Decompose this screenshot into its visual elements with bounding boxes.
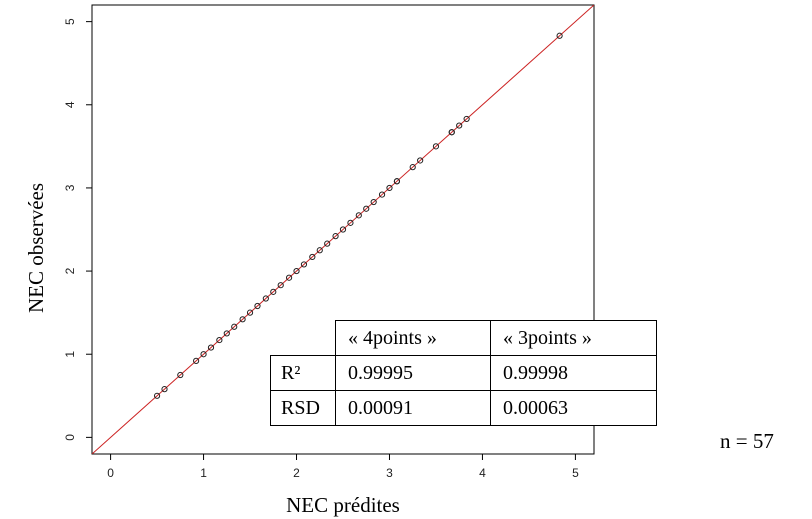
stats-corner-cell — [270, 320, 336, 356]
plot-frame — [91, 4, 595, 455]
x-tick-label: 3 — [386, 466, 393, 480]
y-tick-label: 1 — [63, 351, 77, 358]
y-tick-label: 2 — [63, 267, 77, 274]
data-point — [393, 178, 401, 185]
stats-row-rsd: RSD 0.00091 0.00063 — [270, 390, 657, 426]
data-point — [285, 274, 293, 281]
sample-size-label: n = 57 — [720, 429, 774, 453]
data-point — [161, 386, 168, 393]
x-tick-label: 5 — [572, 466, 579, 480]
stats-header-4points: « 4points » — [335, 320, 491, 356]
data-point — [432, 143, 440, 150]
data-point — [293, 267, 300, 275]
identity-line — [92, 5, 594, 454]
x-axis: 0 1 2 3 4 5 — [107, 454, 579, 480]
stats-table: « 4points » « 3points » R² 0.99995 0.999… — [270, 320, 657, 426]
data-point — [386, 184, 393, 192]
stats-header-row: « 4points » « 3points » — [270, 320, 657, 356]
data-point — [231, 323, 238, 330]
stats-row-label: RSD — [270, 390, 336, 426]
y-tick-label: 3 — [63, 184, 77, 191]
stats-row-label: R² — [270, 355, 336, 391]
data-point — [309, 253, 316, 261]
data-point — [300, 261, 308, 268]
data-points — [153, 32, 563, 399]
x-tick-label: 2 — [293, 466, 300, 480]
x-tick-label: 1 — [200, 466, 207, 480]
data-point — [270, 288, 277, 295]
x-tick-label: 0 — [107, 466, 114, 480]
data-point — [417, 157, 424, 164]
data-point — [556, 32, 563, 39]
stats-cell: 0.00063 — [490, 390, 657, 426]
data-point — [456, 122, 463, 129]
data-point — [347, 219, 354, 226]
data-point — [254, 302, 261, 310]
data-point — [463, 115, 470, 123]
data-point — [324, 240, 331, 247]
y-axis: 0 1 2 3 4 5 — [63, 18, 92, 441]
stats-cell: 0.99995 — [335, 355, 491, 391]
stats-row-r2: R² 0.99995 0.99998 — [270, 355, 657, 391]
data-point — [332, 233, 339, 240]
data-point — [246, 309, 254, 316]
y-tick-label: 5 — [63, 18, 77, 25]
data-point — [193, 357, 200, 364]
y-axis-title: NEC observées — [24, 183, 48, 313]
stats-header-3points: « 3points » — [490, 320, 657, 356]
data-point — [409, 164, 416, 171]
data-point — [153, 392, 161, 399]
y-tick-label: 0 — [63, 434, 77, 441]
data-point — [370, 198, 377, 206]
data-point — [177, 371, 184, 379]
x-tick-label: 4 — [479, 466, 486, 480]
y-tick-label: 4 — [63, 101, 77, 108]
data-point — [200, 351, 207, 358]
stats-cell: 0.00091 — [335, 390, 491, 426]
data-point — [448, 129, 455, 136]
x-axis-title: NEC prédites — [286, 493, 400, 517]
data-point — [355, 212, 362, 219]
stats-cell: 0.99998 — [490, 355, 657, 391]
data-point — [216, 336, 223, 344]
data-point — [223, 330, 230, 337]
data-point — [363, 205, 370, 212]
data-point — [277, 282, 284, 289]
data-point — [339, 226, 347, 233]
data-point — [239, 316, 246, 323]
data-point — [316, 247, 323, 254]
data-point — [378, 191, 386, 198]
data-point — [262, 295, 269, 302]
data-point — [207, 344, 215, 351]
